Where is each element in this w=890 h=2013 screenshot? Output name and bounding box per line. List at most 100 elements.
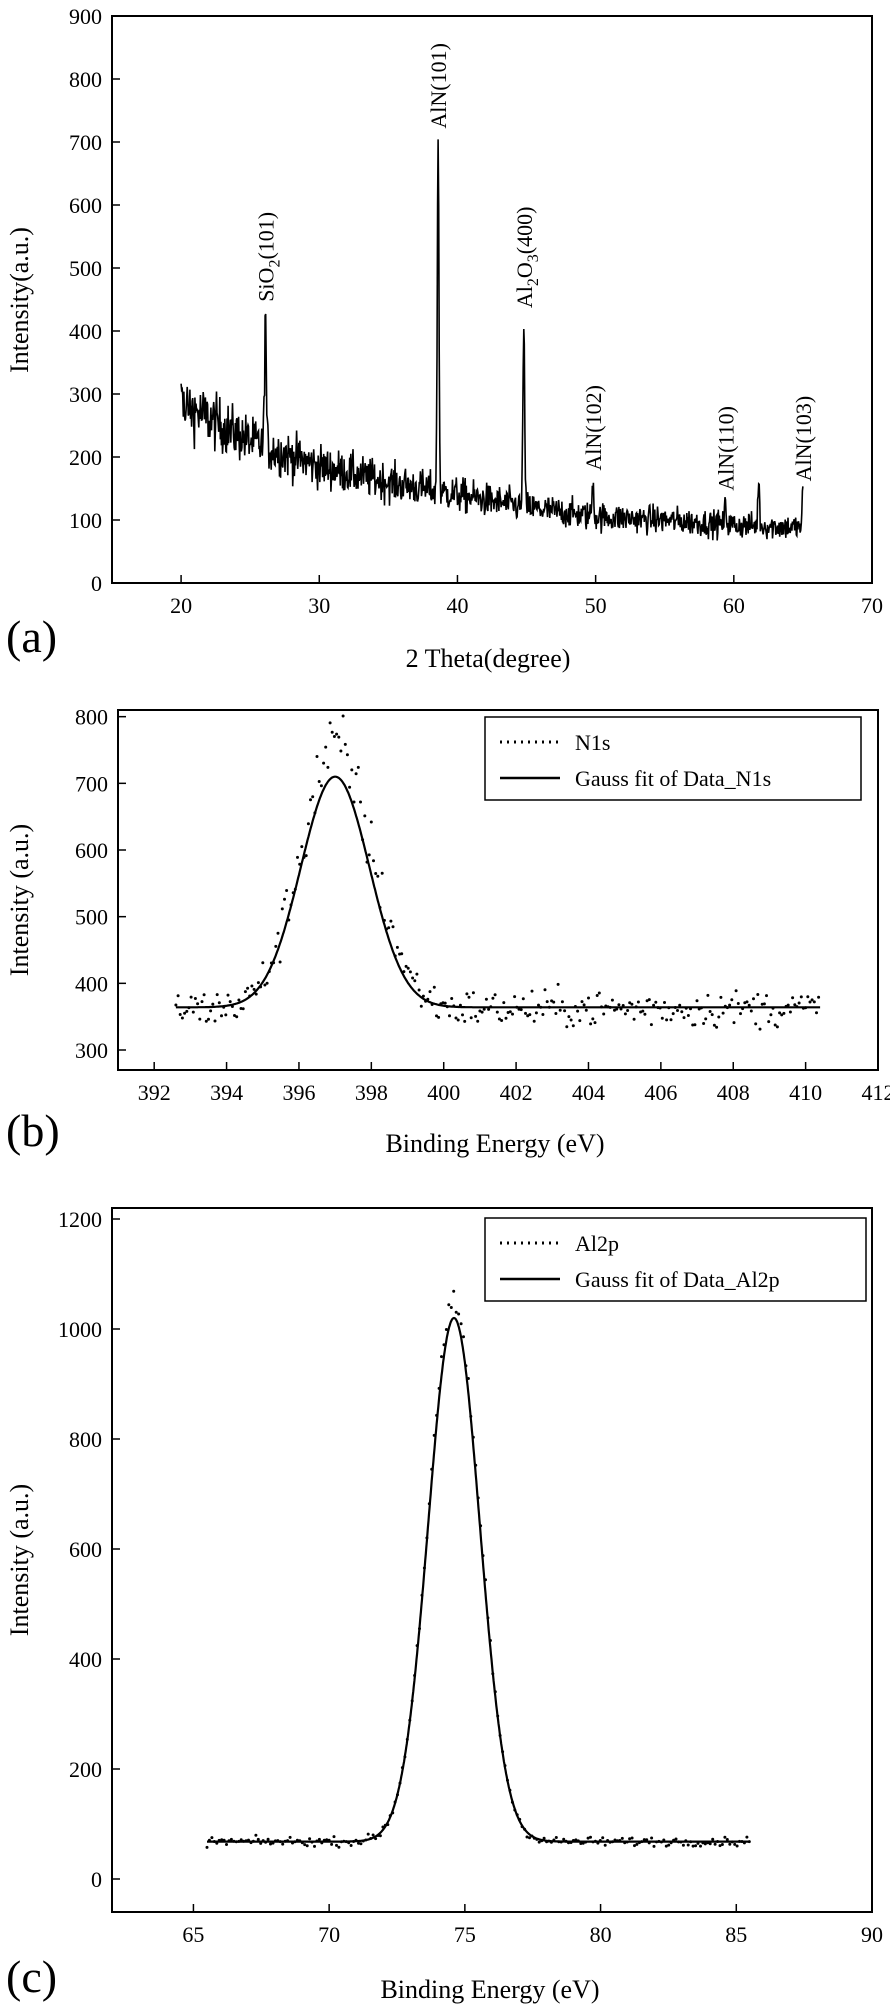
y-axis-label-a: Intensity(a.u.) [5,227,34,373]
data-point [591,1017,595,1021]
data-point [534,1011,538,1015]
data-point [723,1835,727,1839]
data-point [220,1838,224,1842]
data-point [228,1000,232,1004]
data-point [586,1836,590,1840]
data-point [463,1019,467,1023]
data-point [728,1842,732,1846]
y-tick-label: 300 [75,1038,108,1063]
data-point [354,772,358,776]
legend-c: Al2p Gauss fit of Data_Al2p [484,1217,867,1302]
data-point [357,1841,360,1845]
data-point [337,1845,341,1849]
data-point [343,742,347,746]
data-point [191,1010,195,1014]
data-point [663,1001,666,1004]
data-point [324,745,328,749]
data-point [235,1015,239,1019]
x-ticks-a: 20 30 40 50 60 70 [170,575,883,618]
data-point [467,995,471,999]
data-point [669,1018,673,1022]
x-tick-label: 70 [861,593,883,618]
y-tick-label: 300 [69,382,102,407]
data-point [374,872,378,875]
data-point [703,1842,707,1846]
data-point [241,1007,245,1011]
data-point [556,982,560,986]
data-point [447,1303,451,1307]
data-point [647,998,651,1002]
data-point [704,1017,708,1021]
data-point [224,1013,228,1017]
data-point [200,1000,204,1004]
panel-a: 0 100 200 300 400 500 600 700 800 900 20 30 40 50 60 7… [5,4,883,673]
data-point [508,1010,512,1014]
data-point [217,1001,221,1005]
data-point [215,993,219,997]
data-point [786,1003,790,1007]
data-point [678,1003,682,1007]
data-point [780,1013,784,1017]
data-point [482,1007,486,1011]
data-point [793,1003,797,1007]
data-point [524,1011,527,1015]
data-point [380,871,384,875]
data-point [686,1843,690,1847]
data-point [285,889,289,892]
data-point [265,981,269,985]
data-point [691,1023,695,1027]
y-tick-label: 0 [91,571,102,596]
data-point [580,1000,584,1004]
data-point [202,993,206,997]
data-point [413,979,417,983]
data-point [747,1003,751,1007]
data-point [456,1018,460,1022]
x-axis-label-c: Binding Energy (eV) [380,1975,599,2004]
data-point [207,1017,210,1021]
data-point [461,1013,464,1017]
data-point [708,1010,712,1013]
data-point [711,1837,715,1841]
legend-label-n1s: N1s [575,730,610,755]
data-point [504,1016,508,1020]
data-point [767,1020,771,1024]
data-point [391,925,395,929]
data-point [476,1019,480,1023]
y-tick-label: 400 [69,319,102,344]
data-point [404,964,408,968]
data-point [261,961,265,965]
data-point [734,989,738,993]
data-point [754,1022,758,1026]
data-point [541,1013,545,1016]
data-point [730,998,734,1002]
raw-data-points [205,1289,751,1849]
data-point [183,1011,187,1015]
data-point [525,1835,529,1839]
data-point [610,998,614,1002]
data-point [304,854,308,858]
x-tick-label: 400 [427,1080,460,1105]
data-point [613,1008,616,1012]
data-point [252,987,256,991]
data-point [650,1836,654,1840]
data-point [229,1837,233,1841]
y-tick-label: 800 [69,67,102,92]
y-axis-label-b: Intensity (a.u.) [5,824,34,976]
data-point [708,1842,712,1846]
y-tick-label: 1200 [58,1207,102,1232]
data-point [528,1013,532,1017]
data-point [226,993,230,997]
data-point [276,931,280,935]
data-point [712,1023,716,1027]
y-tick-label: 800 [75,705,108,730]
data-point [718,1844,722,1848]
data-point [645,1838,649,1842]
data-point [797,1001,801,1005]
data-point [773,1023,777,1027]
data-point [189,995,193,999]
data-point [633,1844,636,1848]
peak-label: AlN(102) [581,385,606,471]
data-point [532,1019,536,1023]
data-point [812,1000,816,1004]
data-point [674,1837,678,1841]
